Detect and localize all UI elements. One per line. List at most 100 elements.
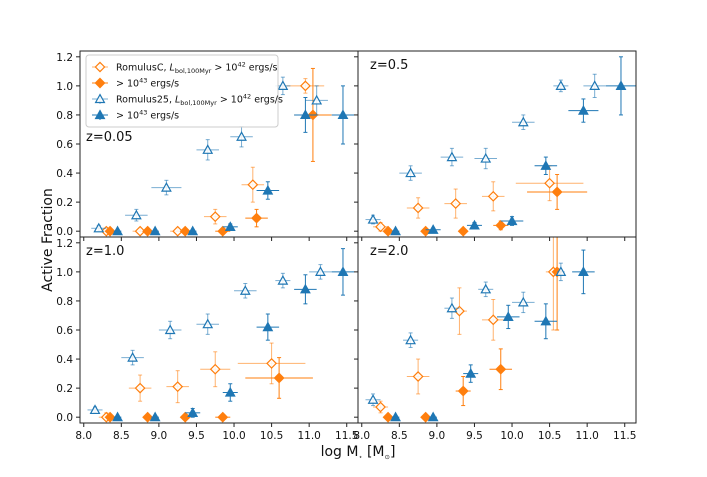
data-point xyxy=(112,225,123,236)
series-romulus25-42 xyxy=(365,73,606,225)
legend-marker xyxy=(94,77,106,89)
data-point xyxy=(179,225,191,237)
x-tick-label: 10.0 xyxy=(222,430,245,442)
data-point xyxy=(405,167,417,178)
y-tick-label: 0.4 xyxy=(56,168,73,180)
data-point xyxy=(142,225,154,237)
data-point xyxy=(487,314,499,326)
data-point xyxy=(555,80,567,90)
data-point xyxy=(217,225,229,237)
data-point xyxy=(390,225,401,236)
y-tick-label: 0.6 xyxy=(56,139,73,151)
panel-z0-05 xyxy=(91,67,355,237)
x-tick-label: 11.0 xyxy=(297,430,320,442)
data-point xyxy=(277,274,289,285)
data-point xyxy=(149,411,161,422)
data-point xyxy=(134,382,146,394)
y-tick-label: 0.4 xyxy=(56,354,73,366)
y-tick-label: 0.8 xyxy=(56,110,73,122)
data-point xyxy=(412,202,424,214)
legend-label: RomulusC, Lbol,100Myr > 1042 ergs/s xyxy=(116,61,278,76)
data-point xyxy=(179,411,191,423)
x-axis-title-unit-sub: ⊙ xyxy=(385,453,390,461)
data-point xyxy=(299,80,311,92)
x-axis-title-unit-close: ] xyxy=(390,444,395,460)
data-point xyxy=(446,151,458,162)
series-romulusc-42 xyxy=(98,342,306,423)
data-point xyxy=(420,225,432,237)
data-point xyxy=(506,215,518,226)
legend-marker xyxy=(94,61,106,73)
data-point xyxy=(589,80,601,90)
x-tick-label: 11.5 xyxy=(335,430,358,442)
data-point xyxy=(367,213,379,224)
data-point xyxy=(142,411,154,423)
panel-frame xyxy=(79,236,359,424)
series-romulus25-42 xyxy=(365,262,567,407)
data-point xyxy=(277,80,289,90)
legend-entry: > 1043 ergs/s xyxy=(92,109,179,122)
data-point xyxy=(262,184,274,195)
series-romulus25-43 xyxy=(112,248,355,422)
legend-label: > 1043 ergs/s xyxy=(116,109,179,122)
y-tick-label: 1.0 xyxy=(56,267,73,279)
x-tick-label: 8.0 xyxy=(75,430,92,442)
x-tick-label: 11.5 xyxy=(613,430,636,442)
x-tick-label: 9.5 xyxy=(466,430,483,442)
data-point xyxy=(224,386,236,397)
x-tick-label: 11.0 xyxy=(575,430,598,442)
data-point xyxy=(299,109,311,120)
data-point xyxy=(337,266,349,276)
data-point xyxy=(450,198,462,210)
data-point xyxy=(337,109,349,120)
data-point xyxy=(540,160,552,170)
series-romulusc-43 xyxy=(104,357,313,423)
series-romulus25-42 xyxy=(91,76,328,233)
data-point xyxy=(127,351,139,362)
data-point xyxy=(382,411,394,423)
data-point xyxy=(311,94,323,105)
data-point xyxy=(517,116,529,127)
legend-label: Romulus25, Lbol,100Myr > 1042 ergs/s xyxy=(116,93,283,108)
data-point xyxy=(251,212,263,224)
legend-entry: Romulus25, Lbol,100Myr > 1042 ergs/s xyxy=(92,93,283,108)
panel-z1-0 xyxy=(87,248,355,423)
data-point xyxy=(446,302,458,313)
data-point xyxy=(367,394,379,404)
y-tick-label: 0.2 xyxy=(56,383,73,395)
data-point xyxy=(405,334,417,345)
panel-label: z=2.0 xyxy=(370,244,408,259)
x-tick-label: 10.5 xyxy=(538,430,561,442)
series-romulus25-43 xyxy=(390,249,595,422)
data-point xyxy=(209,211,221,223)
series-romulus25-42 xyxy=(87,264,332,415)
x-axis-title: log M⋆ [M⊙] xyxy=(321,444,396,461)
data-point xyxy=(420,411,432,423)
panel-frame xyxy=(357,236,637,424)
data-point xyxy=(89,404,101,415)
data-point xyxy=(172,225,184,237)
data-point xyxy=(266,357,278,369)
x-tick-label: 8.5 xyxy=(391,430,408,442)
data-point xyxy=(615,80,627,90)
data-point xyxy=(487,190,499,202)
data-point xyxy=(247,179,259,191)
data-point xyxy=(495,363,507,375)
data-point xyxy=(517,296,529,307)
data-point xyxy=(202,144,214,154)
data-point xyxy=(187,407,199,417)
y-axis-title: Active Fraction xyxy=(40,188,56,292)
panel-z2-0 xyxy=(365,237,595,423)
data-point xyxy=(172,381,184,393)
data-point xyxy=(104,225,116,237)
data-point xyxy=(495,219,507,231)
y-tick-label: 1.2 xyxy=(56,52,73,64)
panel-label: z=1.0 xyxy=(86,244,124,259)
y-tick-label: 0.2 xyxy=(56,197,73,209)
y-tick-label: 0.8 xyxy=(56,296,73,308)
legend-box xyxy=(85,54,279,128)
data-point xyxy=(187,225,199,236)
data-point xyxy=(104,411,116,423)
panel-z0-5 xyxy=(365,56,636,237)
